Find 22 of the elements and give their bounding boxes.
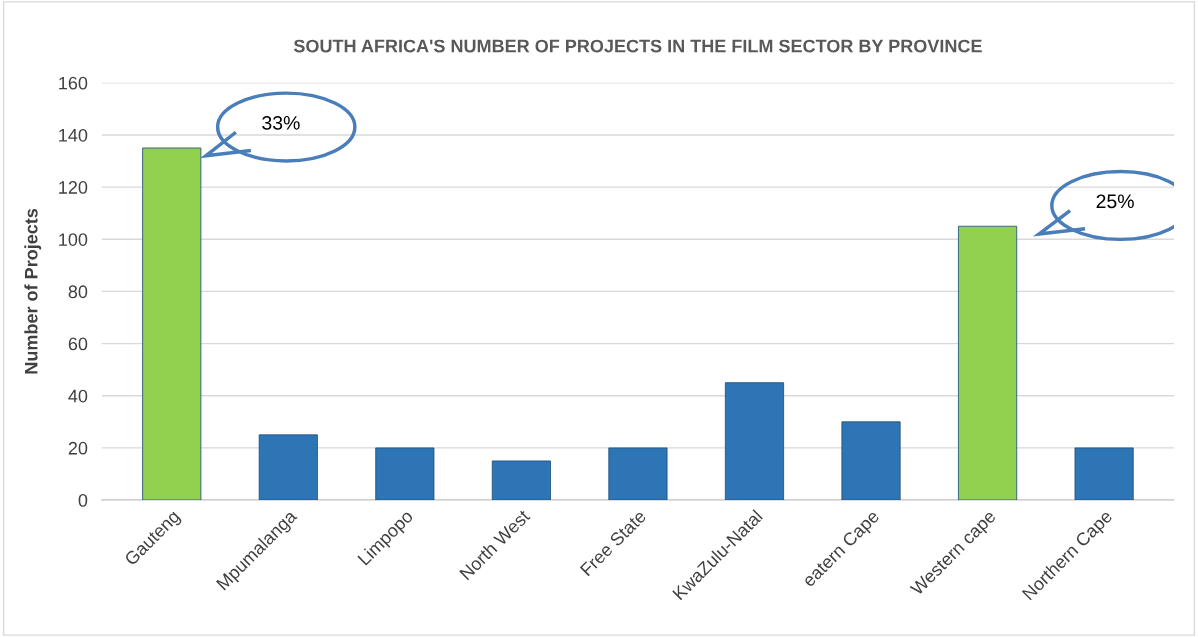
chart-title: SOUTH AFRICA'S NUMBER OF PROJECTS IN THE FILM SECTOR BY PROVINCE — [293, 39, 982, 53]
bar — [958, 225, 1018, 501]
y-tick-label: 60 — [68, 337, 88, 351]
y-tick-label: 120 — [59, 181, 88, 194]
y-tick-label: 80 — [68, 285, 88, 299]
bar — [491, 460, 551, 501]
annotation: 25% — [1096, 194, 1134, 209]
y-tick-label: 140 — [59, 128, 88, 142]
bar — [724, 382, 785, 501]
bar — [841, 421, 901, 501]
bar — [375, 447, 435, 501]
bar — [142, 147, 202, 501]
annotation: 33% — [262, 115, 300, 130]
y-axis-title: Number of Projects — [24, 208, 42, 374]
bar — [1074, 447, 1134, 501]
y-tick-label: 0 — [78, 493, 88, 507]
y-tick-label: 160 — [59, 76, 88, 90]
y-tick-label: 20 — [68, 441, 88, 455]
bar — [608, 447, 668, 501]
y-tick-label: 100 — [59, 233, 88, 246]
bar — [258, 434, 318, 501]
y-tick-label: 40 — [68, 389, 88, 403]
